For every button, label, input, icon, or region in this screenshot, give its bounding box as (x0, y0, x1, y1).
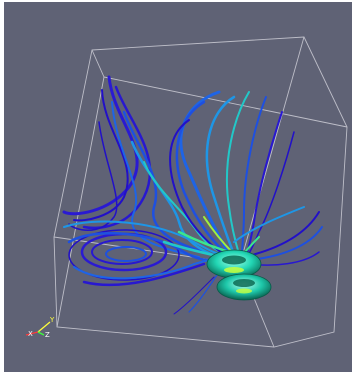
streamline (73, 89, 129, 222)
streamline (68, 121, 118, 231)
streamline (169, 119, 225, 255)
streamline (62, 75, 139, 216)
streamline (122, 110, 206, 254)
vortex-loop (91, 239, 153, 265)
streamlines-group (62, 75, 323, 315)
streamline (82, 85, 152, 230)
3d-render-viewport[interactable]: X Y Z (4, 2, 352, 372)
streamline (111, 101, 200, 258)
y-axis-label: Y (49, 316, 55, 324)
streamline (82, 262, 206, 287)
x-axis-line (25, 331, 39, 336)
z-axis-label: Z (45, 331, 50, 339)
streamline (205, 95, 236, 256)
bounding-box-outline (53, 36, 348, 348)
streamline (241, 96, 267, 255)
streamline (188, 271, 220, 313)
streamline (175, 100, 228, 256)
y-axis-line (37, 321, 51, 333)
streamline (179, 90, 231, 256)
streamline (248, 226, 323, 261)
streamline (73, 257, 223, 280)
isosurface-upper-ring-hole (222, 255, 246, 265)
vortex-loop (68, 229, 180, 281)
isosurface-lower-ring-hole (233, 279, 255, 287)
streamline (63, 220, 227, 257)
streamline (173, 276, 215, 315)
isosurface-lower-core (236, 288, 252, 294)
isosurface-core (224, 267, 244, 273)
streamline (233, 206, 305, 243)
x-axis-label: X (28, 330, 33, 338)
isosurface-group (206, 249, 272, 301)
vortex-loop (105, 246, 147, 262)
streamline-visualization[interactable]: X Y Z (4, 2, 352, 372)
streamline (226, 91, 250, 255)
z-axis-line (37, 331, 45, 336)
orientation-axes-widget: X Y Z (25, 316, 55, 339)
streamline (246, 131, 295, 258)
